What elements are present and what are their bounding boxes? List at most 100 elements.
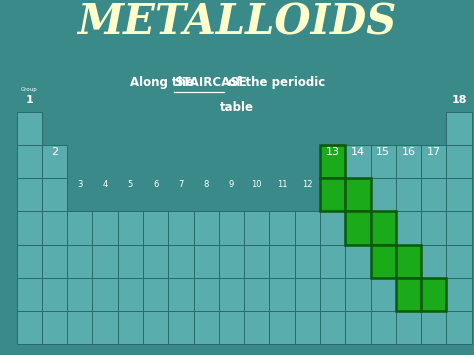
Bar xyxy=(244,278,269,311)
Text: 6: 6 xyxy=(153,180,158,189)
Bar xyxy=(421,145,447,178)
Bar xyxy=(396,245,421,278)
Bar xyxy=(143,245,168,278)
Text: Group: Group xyxy=(21,87,37,92)
Bar xyxy=(371,245,396,278)
Text: of the periodic: of the periodic xyxy=(224,76,325,89)
Bar xyxy=(67,212,92,245)
Bar xyxy=(143,212,168,245)
Bar xyxy=(396,178,421,212)
Bar xyxy=(143,278,168,311)
Bar xyxy=(193,245,219,278)
Bar xyxy=(345,178,371,212)
Text: STAIRCASE: STAIRCASE xyxy=(174,76,246,89)
Bar xyxy=(42,145,67,178)
Text: Along the: Along the xyxy=(130,76,199,89)
Bar xyxy=(42,245,67,278)
Bar xyxy=(320,212,345,245)
Bar xyxy=(447,311,472,344)
Bar xyxy=(67,278,92,311)
Bar xyxy=(168,245,193,278)
Bar xyxy=(92,245,118,278)
Bar xyxy=(396,278,421,311)
Bar xyxy=(42,178,67,212)
Bar xyxy=(269,311,295,344)
Bar xyxy=(345,212,371,245)
Bar xyxy=(320,311,345,344)
Bar xyxy=(92,311,118,344)
Bar xyxy=(42,212,67,245)
Bar xyxy=(269,212,295,245)
Bar xyxy=(143,311,168,344)
Bar xyxy=(345,311,371,344)
Bar xyxy=(118,245,143,278)
Bar xyxy=(17,112,42,145)
Text: table: table xyxy=(220,101,254,114)
Bar xyxy=(371,278,396,311)
Bar xyxy=(421,278,447,311)
Bar xyxy=(345,245,371,278)
Bar xyxy=(17,145,42,178)
Text: 9: 9 xyxy=(229,180,234,189)
Bar xyxy=(269,245,295,278)
Bar xyxy=(295,245,320,278)
Bar xyxy=(193,212,219,245)
Bar xyxy=(17,212,42,245)
Bar xyxy=(396,145,421,178)
Bar xyxy=(244,245,269,278)
Bar xyxy=(269,278,295,311)
Bar xyxy=(168,311,193,344)
Bar xyxy=(193,311,219,344)
Bar xyxy=(92,212,118,245)
Bar xyxy=(219,311,244,344)
Bar xyxy=(371,245,396,278)
Bar xyxy=(345,145,371,178)
Text: METALLOIDS: METALLOIDS xyxy=(77,2,397,44)
Bar xyxy=(345,212,371,245)
Bar xyxy=(371,212,396,245)
Bar xyxy=(295,212,320,245)
Bar xyxy=(396,245,421,278)
Bar xyxy=(371,311,396,344)
Bar xyxy=(396,212,421,245)
Bar xyxy=(421,178,447,212)
Bar xyxy=(168,212,193,245)
Bar xyxy=(320,145,345,178)
Text: 15: 15 xyxy=(376,147,390,157)
Bar xyxy=(295,311,320,344)
Bar xyxy=(320,245,345,278)
Bar xyxy=(295,278,320,311)
Bar xyxy=(396,311,421,344)
Bar xyxy=(345,278,371,311)
Bar xyxy=(447,145,472,178)
Text: 4: 4 xyxy=(102,180,108,189)
Bar xyxy=(118,212,143,245)
Text: 18: 18 xyxy=(451,95,467,105)
Bar xyxy=(42,311,67,344)
Bar xyxy=(320,278,345,311)
Text: 2: 2 xyxy=(51,147,58,157)
Bar xyxy=(421,245,447,278)
Bar xyxy=(371,145,396,178)
Bar xyxy=(67,245,92,278)
Bar xyxy=(320,178,345,212)
Bar xyxy=(17,178,42,212)
Bar xyxy=(421,212,447,245)
Bar xyxy=(17,245,42,278)
Bar xyxy=(371,178,396,212)
Bar xyxy=(193,278,219,311)
Text: 10: 10 xyxy=(252,180,262,189)
Text: 14: 14 xyxy=(351,147,365,157)
Bar xyxy=(320,145,345,178)
Text: 3: 3 xyxy=(77,180,82,189)
Bar xyxy=(320,178,345,212)
Bar xyxy=(396,278,421,311)
Text: 5: 5 xyxy=(128,180,133,189)
Bar xyxy=(421,311,447,344)
Text: 8: 8 xyxy=(203,180,209,189)
Bar xyxy=(447,178,472,212)
Text: 12: 12 xyxy=(302,180,312,189)
Bar xyxy=(118,278,143,311)
Text: 11: 11 xyxy=(277,180,287,189)
Bar xyxy=(421,278,447,311)
